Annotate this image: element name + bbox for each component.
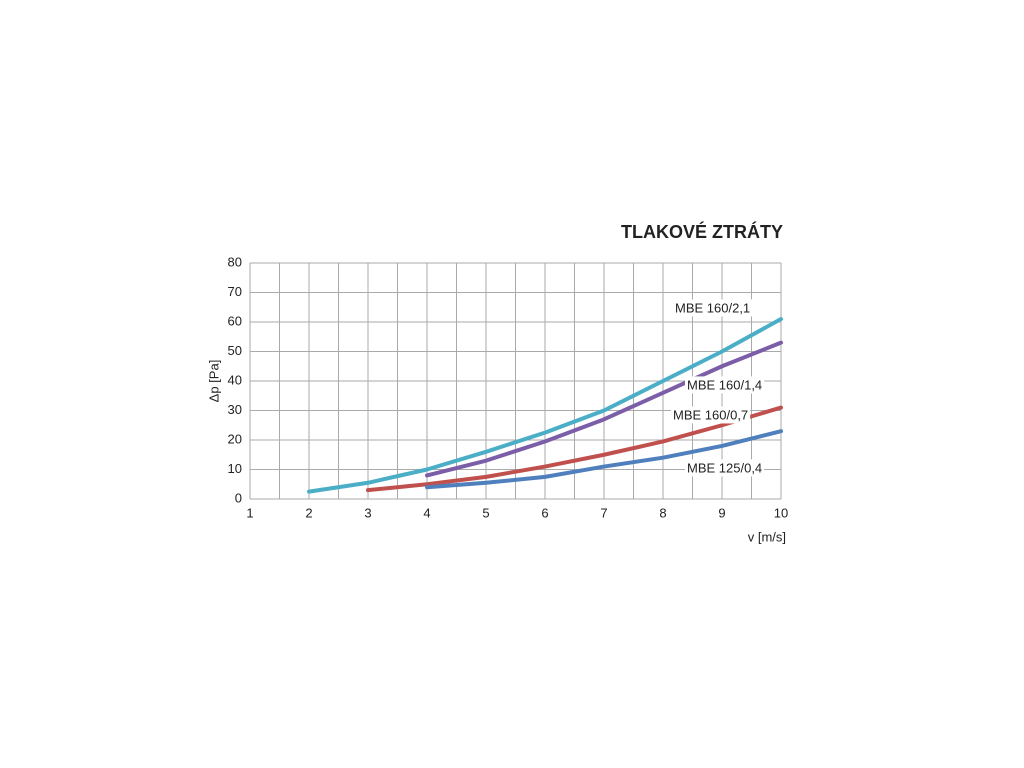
x-tick-label: 4 [423,505,430,520]
x-axis-label: v [m/s] [748,529,786,544]
y-tick-label: 50 [228,343,242,358]
y-tick-label: 20 [228,431,242,446]
y-tick-label: 0 [235,490,242,505]
chart-title: TLAKOVÉ ZTRÁTY [621,221,783,242]
series-label-bg [685,459,765,477]
y-tick-label: 70 [228,284,242,299]
y-tick-label: 40 [228,372,242,387]
series-label-bg [685,376,765,394]
x-tick-label: 10 [774,505,788,520]
x-tick-label: 1 [246,505,253,520]
series-line [425,340,783,478]
x-tick-label: 6 [541,505,548,520]
series-line [307,317,783,494]
y-tick-label: 60 [228,313,242,328]
series-line [425,429,783,490]
y-tick-label: 80 [228,254,242,269]
series-label-bg [673,299,753,317]
x-tick-label: 3 [364,505,371,520]
x-tick-label: 2 [305,505,312,520]
y-tick-label: 30 [228,402,242,417]
series-label: MBE 160/1,4 [687,377,762,392]
series-label: MBE 125/0,4 [687,460,762,475]
series-label: MBE 160/0,7 [673,407,748,422]
series-line [366,405,783,493]
series-label: MBE 160/2,1 [675,300,750,315]
x-tick-label: 9 [718,505,725,520]
x-tick-label: 7 [600,505,607,520]
series-label-bg [671,406,751,424]
x-tick-label: 5 [482,505,489,520]
x-tick-label: 8 [659,505,666,520]
y-axis-label: Δp [Pa] [206,360,221,403]
y-tick-label: 10 [228,461,242,476]
